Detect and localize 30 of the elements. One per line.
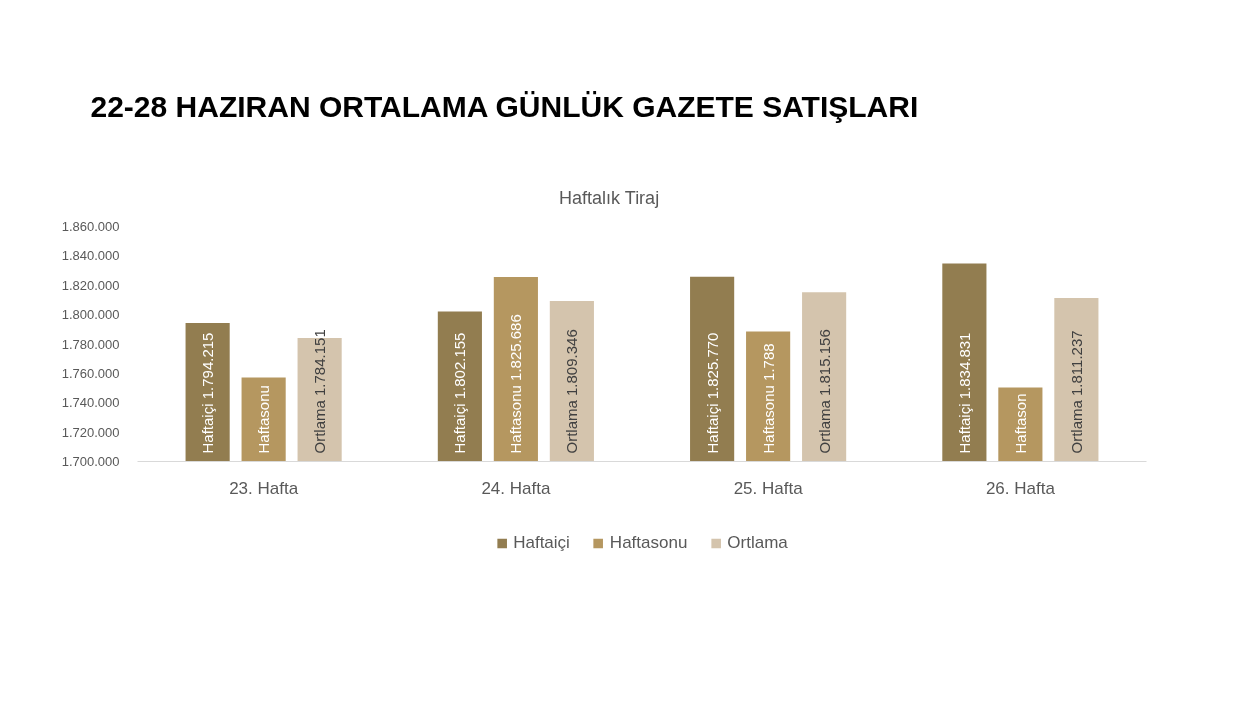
y-tick-label: 1.840.000: [61, 248, 120, 264]
x-tick-label: 24. Hafta: [481, 478, 551, 498]
y-tick-label: 1.820.000: [61, 277, 120, 293]
x-tick-label: 26. Hafta: [985, 478, 1056, 498]
data-label: Ortlama 1.815.156: [815, 329, 833, 454]
data-label: Haftason: [1011, 393, 1029, 454]
data-label: Haftaiçi 1.825.770: [703, 332, 721, 454]
y-tick-label: 1.760.000: [61, 365, 120, 381]
y-tick-label: 1.740.000: [61, 395, 120, 411]
data-label: Haftaiçi 1.794.215: [199, 332, 217, 454]
chart-subtitle: Haftalık Tiraj: [559, 188, 660, 208]
data-label: Ortlama 1.784.151: [311, 329, 329, 454]
y-tick-label: 1.800.000: [61, 307, 120, 323]
data-label: Haftasonu 1.825.686: [507, 314, 525, 454]
data-label: Ortlama 1.809.346: [563, 329, 581, 454]
y-tick-label: 1.700.000: [61, 454, 120, 469]
y-tick-label: 1.780.000: [61, 336, 120, 352]
x-tick-label: 25. Hafta: [733, 478, 804, 498]
data-label: Haftasonu: [255, 385, 273, 454]
legend-label: Haftasonu: [609, 533, 688, 553]
y-tick-label: 1.720.000: [61, 424, 120, 440]
legend-label: Haftaiçi: [513, 533, 570, 553]
y-tick-label: 1.860.000: [61, 219, 120, 234]
legend-label: Ortlama: [727, 533, 788, 553]
data-label: Haftaiçi 1.802.155: [451, 332, 469, 454]
data-label: Haftaiçi 1.834.831: [955, 332, 973, 454]
data-label: Haftasonu 1.788: [759, 343, 777, 454]
chart-title: 22-28 HAZIRAN ORTALAMA GÜNLÜK GAZETE SATIŞLARI: [90, 89, 919, 123]
x-tick-label: 23. Hafta: [229, 478, 299, 498]
data-label: Ortlama 1.811.237: [1067, 330, 1085, 454]
